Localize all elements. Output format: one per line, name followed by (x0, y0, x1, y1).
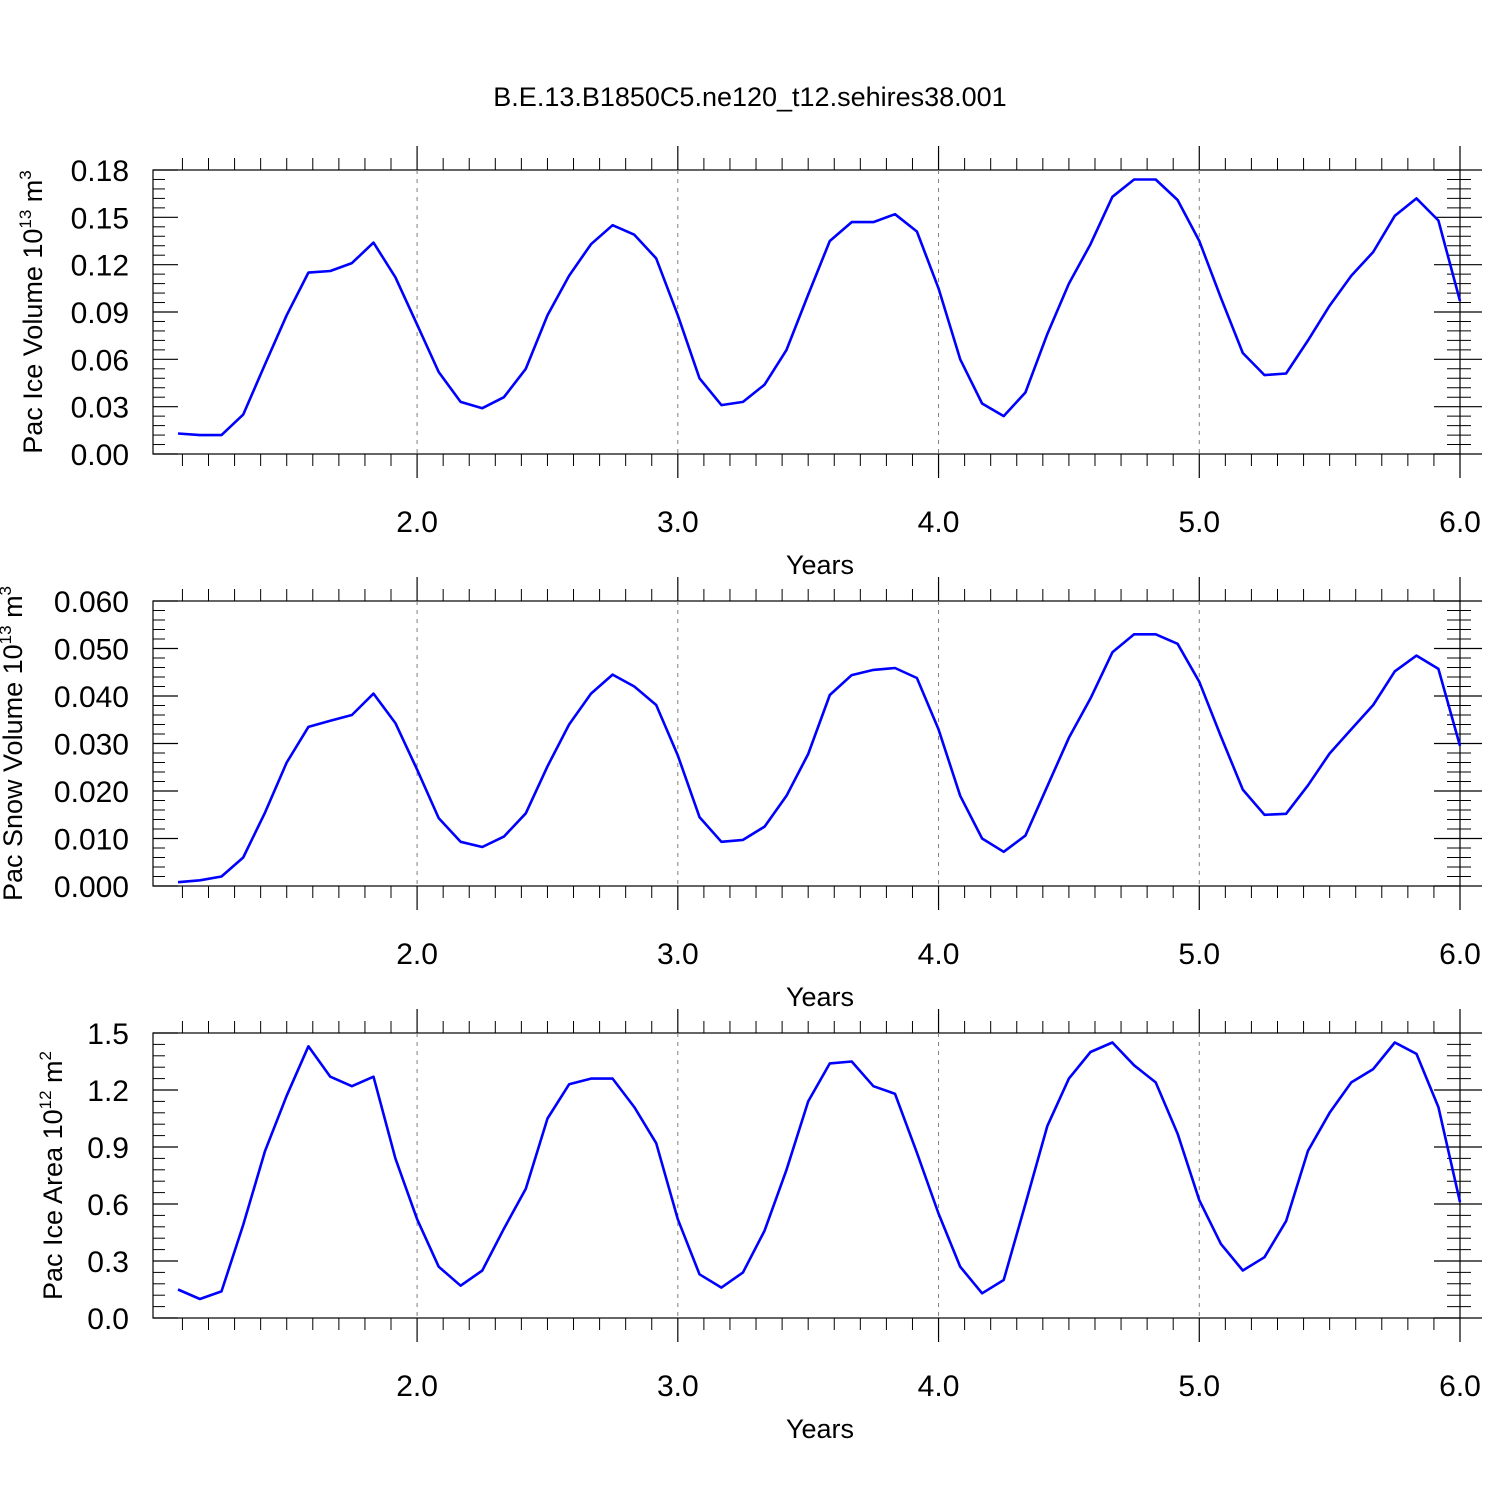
y-axis-title-part: 3 (16, 170, 35, 179)
y-tick-label: 0.010 (54, 824, 129, 857)
panels: 2.0 3.0 4.0 5.0 6.00.000.030.060.090.120.150… (0, 146, 1482, 1444)
y-tick-label: 0.00 (71, 439, 129, 472)
y-axis-title-part: 3 (0, 586, 15, 595)
x-axis-title: Years (786, 1414, 854, 1444)
figure-title: B.E.13.B1850C5.ne120_t12.sehires38.001 (493, 82, 1006, 112)
y-axis-title: Pac Ice Area 1012 m2 (36, 1051, 68, 1300)
y-axis-title-part: 13 (16, 210, 35, 229)
x-tick-label: 5.0 (1178, 1370, 1220, 1403)
y-tick-label: 0.15 (71, 202, 129, 235)
y-axis-title-part: 2 (36, 1051, 55, 1060)
y-tick-label: 0.09 (71, 297, 129, 330)
x-axis-title: Years (786, 982, 854, 1012)
x-tick-label: 2.0 (396, 938, 438, 971)
x-tick-label: 6.0 (1439, 1370, 1481, 1403)
y-axis-title-part: 13 (0, 625, 15, 644)
y-tick-label: 0.020 (54, 776, 129, 809)
y-axis-title-part: 12 (36, 1090, 55, 1109)
series-line-1 (177, 632, 1462, 884)
y-tick-label: 1.2 (87, 1075, 129, 1108)
x-axis-title: Years (786, 550, 854, 580)
y-axis-title-part: m (38, 1060, 68, 1090)
series-line-1 (177, 1041, 1462, 1301)
y-tick-label: 1.5 (87, 1018, 129, 1051)
x-tick-label: 2.0 (396, 1370, 438, 1403)
x-tick-label: 5.0 (1178, 506, 1220, 539)
panel-1: 2.0 3.0 4.0 5.0 6.0 0.00 0.03 0.06 0.09 0.12 0.15 0… (16, 146, 1482, 580)
y-tick-label: 0.9 (87, 1132, 129, 1165)
x-tick-label: 3.0 (657, 938, 699, 971)
y-axis-title-part: Pac Ice Area 10 (38, 1109, 68, 1300)
plot-frame (152, 600, 1461, 887)
x-tick-label: 4.0 (918, 506, 960, 539)
y-tick-label: 0.03 (71, 392, 129, 425)
y-tick-label: 0.040 (54, 681, 129, 714)
y-tick-label: 0.06 (71, 344, 129, 377)
y-axis-title-part: m (0, 595, 28, 625)
y-axis-title: Pac Ice Volume 1013 m3 (16, 170, 48, 454)
series-line-1 (177, 178, 1462, 437)
y-axis-title-part: m (18, 180, 48, 210)
x-tick-label: 4.0 (918, 938, 960, 971)
y-tick-label: 0.12 (71, 250, 129, 283)
y-tick-label: 0.0 (87, 1303, 129, 1336)
y-axis-title-part: Pac Snow Volume 10 (0, 644, 28, 901)
x-tick-label: 5.0 (1178, 938, 1220, 971)
plot-frame (152, 1032, 1461, 1319)
panel-2: 2.0 3.0 4.0 5.0 6.0 0.000 0.010 0.020 0.030 0.040… (0, 577, 1482, 1012)
y-tick-label: 0.18 (71, 155, 129, 188)
x-tick-label: 4.0 (918, 1370, 960, 1403)
y-tick-label: 0.3 (87, 1246, 129, 1279)
y-tick-label: 0.6 (87, 1189, 129, 1222)
y-tick-label: 0.050 (54, 634, 129, 667)
x-tick-label: 6.0 (1439, 938, 1481, 971)
y-tick-label: 0.060 (54, 586, 129, 619)
y-tick-label: 0.000 (54, 871, 129, 904)
y-axis-title: Pac Snow Volume 1013 m3 (0, 586, 28, 901)
x-tick-label: 6.0 (1439, 506, 1481, 539)
x-tick-label: 3.0 (657, 506, 699, 539)
x-tick-label: 2.0 (396, 506, 438, 539)
panel-3: 2.0 3.0 4.0 5.0 6.0 0.0 0.3 0.6 0.9 1.2 1.5 Years Pa… (36, 1009, 1482, 1444)
plot-frame (152, 169, 1461, 455)
y-axis-title-part: Pac Ice Volume 10 (18, 229, 48, 454)
y-tick-label: 0.030 (54, 729, 129, 762)
x-tick-label: 3.0 (657, 1370, 699, 1403)
